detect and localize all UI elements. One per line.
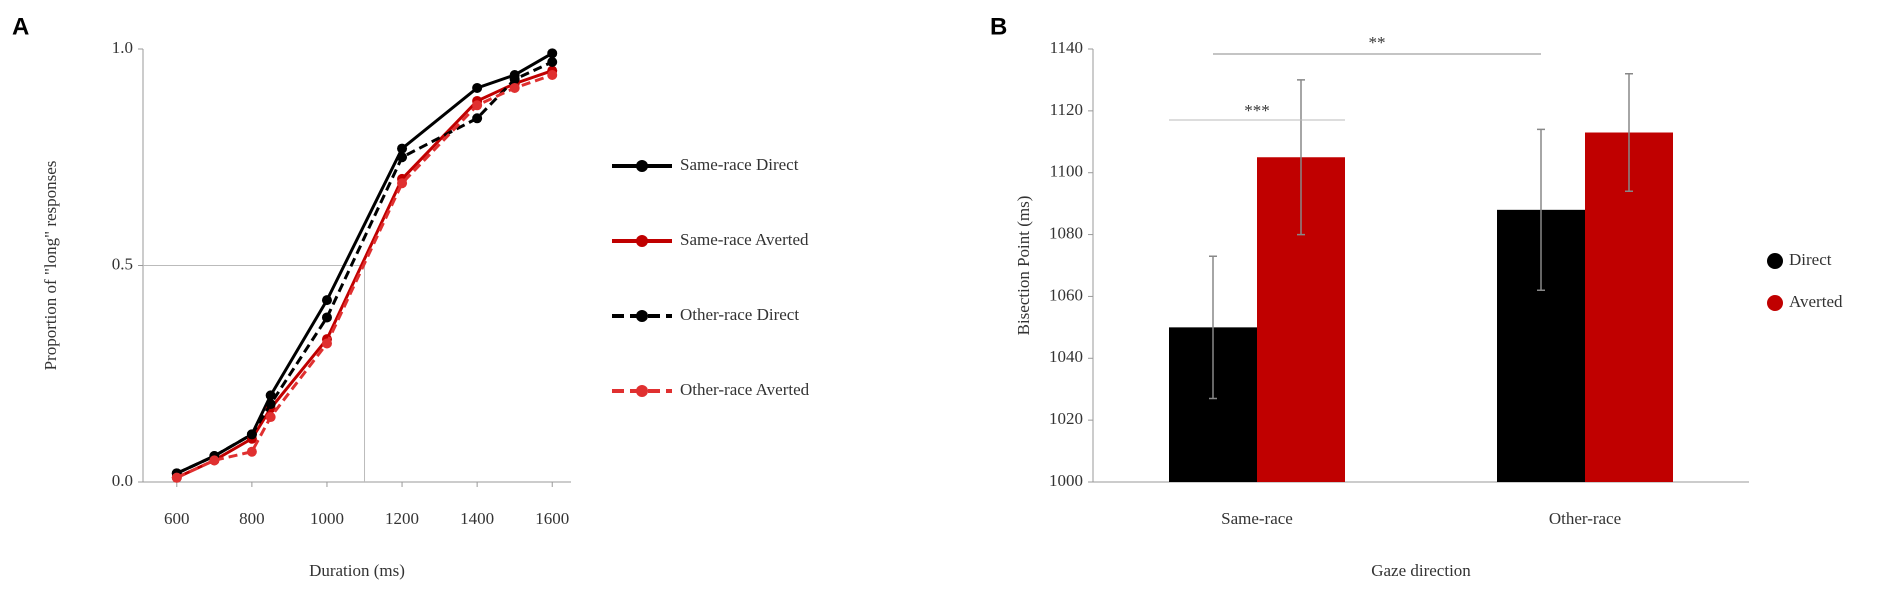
- significance-label: ***: [1244, 101, 1270, 120]
- significance-label: **: [1369, 33, 1386, 52]
- point: [265, 399, 276, 410]
- error-bar: [1537, 128, 1545, 291]
- y-tick-label: 1.0: [112, 38, 133, 57]
- y-tick-label: 0.0: [112, 471, 133, 490]
- point: [472, 82, 483, 93]
- error-bar: [1297, 79, 1305, 236]
- point: [397, 178, 408, 189]
- legend-marker: [636, 235, 648, 247]
- x-tick-label: 600: [164, 509, 190, 528]
- error-bar: [1209, 255, 1217, 400]
- y-tick-label: 1120: [1050, 100, 1083, 119]
- point: [265, 412, 276, 423]
- point: [547, 56, 558, 67]
- legend-marker: [636, 160, 648, 172]
- point: [321, 338, 332, 349]
- y-axis-label: Proportion of "long" responses: [41, 161, 60, 371]
- legend-label: Same-race Averted: [680, 230, 809, 249]
- point: [397, 152, 408, 163]
- x-tick-label: 1200: [385, 509, 419, 528]
- x-tick-label: Same-race: [1221, 509, 1293, 528]
- x-tick-label: 1000: [310, 509, 344, 528]
- x-axis-label: Gaze direction: [1371, 561, 1471, 580]
- legend-label: Averted: [1789, 292, 1843, 311]
- point: [472, 100, 483, 111]
- point: [509, 74, 520, 85]
- error-bar: [1625, 72, 1633, 193]
- point: [321, 295, 332, 306]
- point: [397, 143, 408, 154]
- x-tick-label: 800: [239, 509, 265, 528]
- point: [547, 48, 558, 59]
- point: [171, 472, 182, 483]
- legend-label: Same-race Direct: [680, 155, 799, 174]
- y-tick-label: 0.5: [112, 254, 133, 273]
- y-tick-label: 1100: [1050, 162, 1083, 181]
- legend-label: Direct: [1789, 250, 1832, 269]
- legend-swatch: [1767, 253, 1783, 269]
- point: [209, 455, 220, 466]
- point: [246, 429, 257, 440]
- y-tick-label: 1080: [1049, 223, 1083, 242]
- point: [547, 69, 558, 80]
- y-tick-label: 1000: [1049, 471, 1083, 490]
- y-tick-label: 1020: [1049, 409, 1083, 428]
- legend-marker: [636, 385, 648, 397]
- panel-label: B: [990, 13, 1007, 40]
- x-tick-label: 1400: [460, 509, 494, 528]
- x-tick-label: Other-race: [1549, 509, 1621, 528]
- point: [509, 82, 520, 93]
- y-tick-label: 1040: [1049, 347, 1083, 366]
- point: [472, 113, 483, 124]
- legend-label: Other-race Direct: [680, 305, 799, 324]
- legend-label: Other-race Averted: [680, 380, 810, 399]
- y-tick-label: 1060: [1049, 285, 1083, 304]
- legend-swatch: [1767, 295, 1783, 311]
- x-tick-label: 1600: [535, 509, 569, 528]
- y-tick-label: 1140: [1050, 38, 1083, 57]
- point: [321, 312, 332, 323]
- panel-label: A: [12, 13, 29, 40]
- legend-marker: [636, 310, 648, 322]
- y-axis-label: Bisection Point (ms): [1014, 196, 1033, 336]
- point: [246, 446, 257, 457]
- x-axis-label: Duration (ms): [309, 561, 405, 580]
